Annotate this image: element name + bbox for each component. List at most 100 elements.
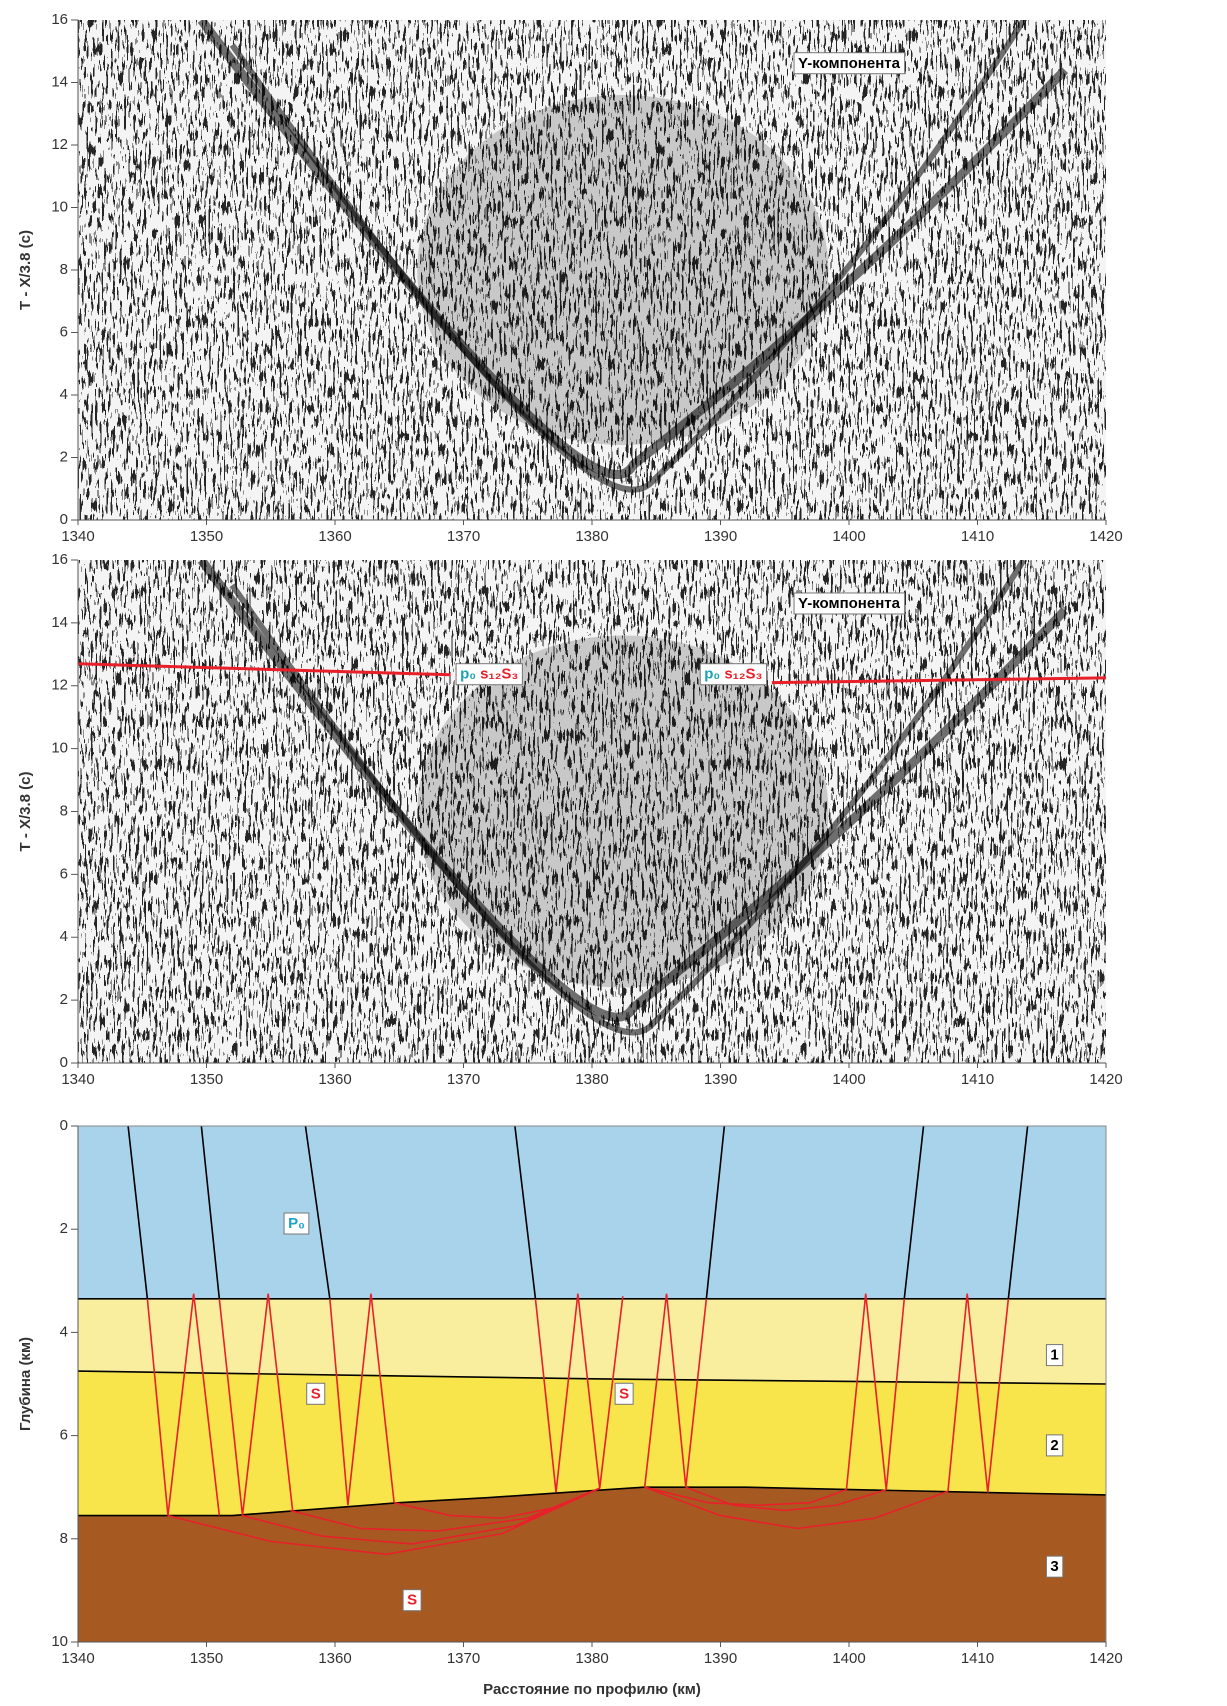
x-tick-label: 1380	[575, 528, 608, 545]
x-tick-label: 1410	[961, 1071, 994, 1088]
y-tick-label: 6	[60, 323, 68, 340]
y-tick-label: 2	[60, 1220, 68, 1237]
y-axis-label: T - X/3.8 (c)	[17, 230, 34, 310]
y-tick-label: 16	[51, 551, 68, 568]
y-tick-label: 0	[60, 1054, 68, 1071]
line	[1007, 1126, 1029, 1299]
line	[329, 1293, 395, 1506]
x-axis-label: Расстояние по профилю (км)	[483, 1681, 701, 1698]
line	[598, 1296, 624, 1489]
line	[167, 1487, 601, 1556]
y-tick-label: 8	[60, 802, 68, 819]
y-tick-label: 12	[51, 136, 68, 153]
seismogram-noise	[78, 20, 1106, 520]
annotation-part: S	[407, 1592, 417, 1609]
annotation: 1	[1050, 1347, 1058, 1364]
line	[534, 1293, 601, 1493]
y-tick-label: 2	[60, 991, 68, 1008]
annotation: p₀ s₁₂S₃	[704, 666, 762, 683]
y-tick-label: 6	[60, 865, 68, 882]
y-tick-label: 14	[51, 73, 68, 90]
layer-fill	[78, 1298, 1106, 1384]
y-tick-label: 12	[51, 677, 68, 694]
line	[242, 1487, 601, 1545]
x-tick-label: 1380	[575, 1650, 608, 1667]
annotation: S	[311, 1385, 321, 1402]
annotation-part: 1	[1050, 1347, 1058, 1364]
annotation-part: Y-компонента	[798, 595, 901, 612]
layer-fill	[78, 1371, 1106, 1516]
x-tick-label: 1370	[447, 1071, 480, 1088]
annotation-part: 2	[1050, 1437, 1058, 1454]
y-tick-label: 10	[51, 740, 68, 757]
y-tick-label: 0	[60, 511, 68, 528]
annotation-part: p₀	[704, 666, 724, 683]
annotation: p₀ s₁₂S₃	[460, 666, 518, 683]
line	[514, 1126, 537, 1299]
line	[78, 662, 451, 677]
annotation-box	[283, 1212, 310, 1235]
annotation-box	[455, 663, 523, 686]
annotation-part: s₁₂S₃	[480, 666, 518, 683]
line	[78, 1370, 1106, 1385]
seismic-phase	[229, 560, 1027, 1036]
annotation-box	[1045, 1344, 1064, 1367]
annotation: Y-компонента	[798, 595, 901, 612]
line	[771, 676, 1106, 685]
x-tick-label: 1360	[318, 1650, 351, 1667]
x-tick-label: 1360	[318, 528, 351, 545]
x-tick-label: 1420	[1089, 1071, 1122, 1088]
x-tick-label: 1420	[1089, 528, 1122, 545]
x-tick-label: 1400	[832, 528, 865, 545]
y-axis-label: Глубина (км)	[17, 1337, 34, 1431]
line	[947, 1293, 1010, 1493]
x-tick-label: 1360	[318, 1071, 351, 1088]
line	[304, 1126, 331, 1299]
line	[644, 1486, 949, 1530]
annotation: Y-компонента	[798, 55, 901, 72]
x-tick-label: 1350	[190, 1071, 223, 1088]
line	[903, 1126, 925, 1299]
annotation-part: Y-компонента	[798, 55, 901, 72]
annotation-box	[402, 1589, 422, 1612]
panel: P₀ S S S 1 2 3 1340 1350 1360 1370 1380 1390 1400 1410…	[17, 1117, 1123, 1698]
x-tick-label: 1390	[704, 528, 737, 545]
x-tick-label: 1390	[704, 1071, 737, 1088]
annotation-part: s₁₂S₃	[724, 666, 762, 683]
y-tick-label: 6	[60, 1427, 68, 1444]
plot-area	[78, 560, 1106, 1063]
seismic-phase	[229, 20, 1027, 493]
line	[127, 1126, 149, 1299]
y-tick-label: 8	[60, 261, 68, 278]
line	[845, 1293, 906, 1490]
line	[705, 1126, 726, 1299]
line	[146, 1293, 221, 1516]
line	[393, 1487, 601, 1519]
x-tick-label: 1370	[447, 528, 480, 545]
seismogram-noise	[78, 560, 1106, 1063]
x-tick-label: 1340	[61, 1650, 94, 1667]
line	[643, 1293, 708, 1488]
annotation-box	[699, 663, 768, 686]
plot-area	[78, 20, 1106, 520]
x-tick-label: 1400	[832, 1650, 865, 1667]
y-tick-label: 4	[60, 386, 68, 403]
annotation-box	[614, 1382, 634, 1405]
line	[685, 1486, 887, 1512]
y-tick-label: 4	[60, 1323, 68, 1340]
y-tick-label: 10	[51, 1633, 68, 1650]
y-tick-label: 2	[60, 448, 68, 465]
panel: Y-компонента 1340 1350 1360 1370 1380 1390 1400…	[17, 11, 1123, 545]
x-tick-label: 1390	[704, 1650, 737, 1667]
annotation: 3	[1050, 1558, 1058, 1575]
layer-fill	[78, 1487, 1106, 1642]
x-tick-label: 1340	[61, 1071, 94, 1088]
y-tick-label: 8	[60, 1530, 68, 1547]
layer-fill	[78, 1126, 1106, 1299]
y-tick-label: 10	[51, 198, 68, 215]
annotation-box	[793, 52, 906, 75]
annotation-box	[1045, 1434, 1064, 1457]
y-tick-label: 16	[51, 11, 68, 28]
annotation-part: S	[311, 1385, 321, 1402]
